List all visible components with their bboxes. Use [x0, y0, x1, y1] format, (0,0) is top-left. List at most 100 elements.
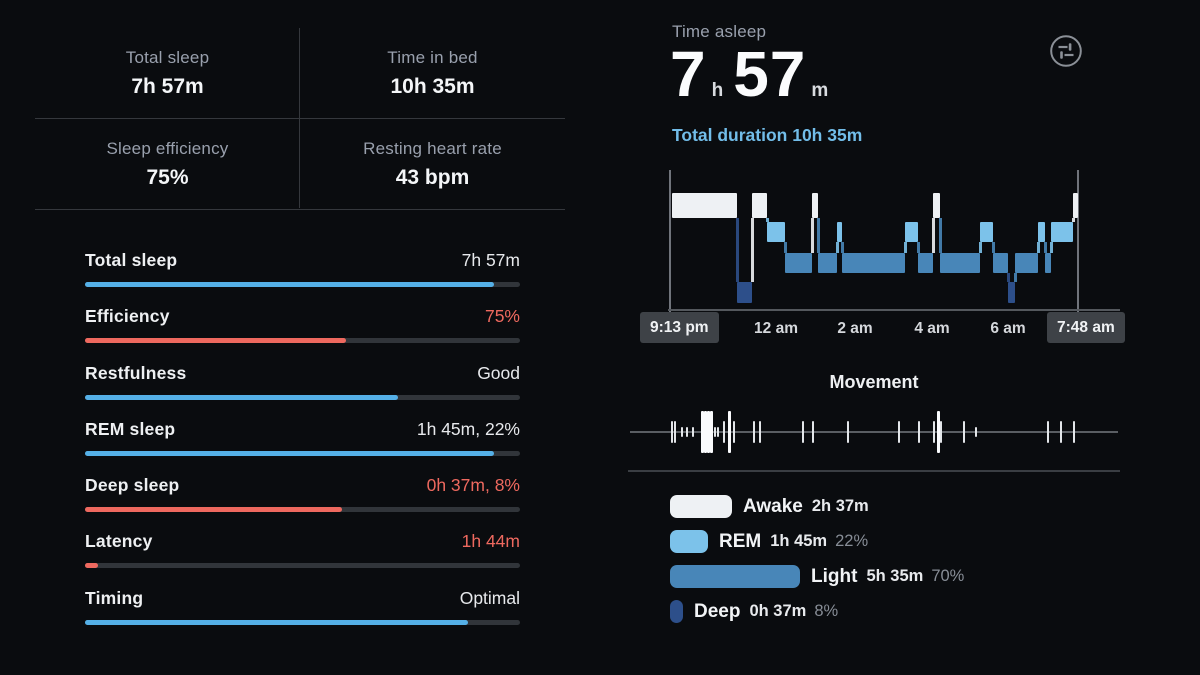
metric-bar-track [85, 619, 520, 625]
metric-row-restfulness[interactable]: Restfulness Good [85, 363, 520, 419]
stage-connector [836, 242, 839, 253]
stage-connector [841, 242, 844, 253]
stat-sleep-efficiency: Sleep efficiency 75% [35, 119, 300, 209]
metric-bar-fill [85, 563, 99, 569]
metric-head: Efficiency 75% [85, 306, 520, 327]
sleep-stage-segment-rem [1051, 222, 1073, 242]
metric-label: Timing [85, 587, 144, 608]
sleep-stage-segment-rem [1038, 222, 1045, 242]
stage-connector [766, 218, 769, 222]
movement-tick [692, 427, 694, 437]
movement-tick [753, 421, 755, 443]
summary-grid: Total sleep 7h 57m Time in bed 10h 35m S… [35, 28, 565, 210]
movement-tick [671, 421, 673, 443]
time-axis-line [668, 309, 1120, 311]
stage-connector [1072, 218, 1075, 222]
time-axis-label: 4 am [914, 320, 950, 337]
stage-connector [939, 218, 942, 253]
time-axis-label: 6 am [990, 320, 1026, 337]
metric-bar-fill [85, 338, 346, 344]
stat-value: 75% [146, 165, 189, 189]
movement-tick [674, 421, 676, 443]
summary-row: Total sleep 7h 57m Time in bed 10h 35m [35, 28, 565, 119]
bedtime-badge[interactable]: 9:13 pm [640, 312, 719, 343]
metric-head: Total sleep 7h 57m [85, 250, 520, 271]
sleep-stage-segment-light [1045, 253, 1051, 273]
stat-value: 7h 57m [131, 74, 204, 98]
legend-swatch-awake [670, 495, 732, 518]
sleep-stage-segment-light [842, 253, 905, 273]
legend-duration: 5h 35m [866, 567, 924, 585]
movement-tick [802, 421, 804, 443]
stat-value: 43 bpm [395, 165, 470, 189]
metric-row-timing[interactable]: Timing Optimal [85, 588, 520, 644]
sleep-stage-segment-awake [933, 193, 940, 218]
sleep-stage-segment-light [818, 253, 837, 273]
time-axis-label: 12 am [754, 320, 798, 337]
metric-value: 7h 57m [461, 250, 520, 270]
stage-connector [817, 218, 820, 253]
stage-connector [1014, 273, 1017, 282]
sleep-stage-segment-light [1015, 253, 1038, 273]
sleep-stage-segment-awake [1073, 193, 1078, 218]
metric-row-efficiency[interactable]: Efficiency 75% [85, 306, 520, 362]
metric-bar-fill [85, 394, 399, 400]
metric-row-deep-sleep[interactable]: Deep sleep 0h 37m, 8% [85, 475, 520, 531]
movement-tick [723, 421, 725, 443]
metric-label: REM sleep [85, 418, 176, 439]
hours-value: 7 [670, 38, 707, 110]
metric-row-latency[interactable]: Latency 1h 44m [85, 531, 520, 587]
time-asleep-value: 7 h 57 m [670, 42, 838, 106]
legend-duration: 0h 37m [749, 602, 807, 620]
time-axis-label: 2 am [837, 320, 873, 337]
movement-tick [733, 421, 735, 443]
movement-tick [1047, 421, 1049, 443]
movement-tick [707, 411, 710, 453]
metric-value: 1h 44m [461, 531, 520, 552]
metric-label: Efficiency [85, 306, 170, 327]
movement-tick [918, 421, 920, 443]
legend-row-deep: Deep 0h 37m 8% [670, 600, 964, 623]
metric-list: Total sleep 7h 57m Efficiency 75% Restfulnes… [85, 250, 520, 644]
legend-percent: 70% [931, 567, 965, 585]
total-duration-subtitle: Total duration 10h 35m [672, 125, 863, 145]
time-asleep-title: Time asleep [672, 22, 767, 41]
stat-label: Sleep efficiency [106, 138, 229, 158]
movement-tick [717, 427, 719, 437]
summary-row: Sleep efficiency 75% Resting heart rate … [35, 119, 565, 210]
stage-connector [917, 242, 920, 253]
stage-connector [736, 218, 739, 282]
stage-connector [784, 242, 787, 253]
movement-title: Movement [829, 372, 919, 392]
metric-label: Total sleep [85, 250, 178, 270]
stat-label: Total sleep [125, 47, 210, 67]
metric-row-rem-sleep[interactable]: REM sleep 1h 45m, 22% [85, 419, 520, 475]
tune-icon[interactable] [1049, 34, 1083, 68]
waketime-badge[interactable]: 7:48 am [1047, 312, 1125, 343]
legend-row-awake: Awake 2h 37m [670, 495, 964, 518]
metric-row-total-sleep[interactable]: Total sleep 7h 57m [85, 250, 520, 306]
sleep-stage-segment-light [918, 253, 933, 273]
movement-tick [728, 411, 731, 453]
sleep-stage-segment-rem [905, 222, 918, 242]
metric-value: Good [477, 362, 520, 383]
stage-connector [1007, 273, 1010, 282]
minutes-value: 57 [733, 38, 807, 110]
metric-bar-track [85, 563, 520, 569]
metric-label: Latency [85, 531, 153, 552]
metric-bar-track [85, 450, 520, 456]
stage-connector [992, 242, 995, 253]
metric-bar-fill [85, 450, 494, 456]
hypnogram-chart[interactable] [669, 170, 1079, 318]
metric-bar-fill [85, 282, 494, 287]
stat-label: Time in bed [387, 47, 478, 67]
movement-tick [1060, 421, 1062, 443]
movement-tick [963, 421, 965, 443]
metric-bar-fill [85, 507, 342, 513]
stat-time-in-bed: Time in bed 10h 35m [300, 28, 565, 118]
movement-tick [681, 427, 683, 437]
sleep-stage-segment-light [785, 253, 812, 273]
movement-tick [975, 427, 977, 437]
movement-tick [1073, 421, 1075, 443]
legend-label: REM [719, 530, 762, 552]
